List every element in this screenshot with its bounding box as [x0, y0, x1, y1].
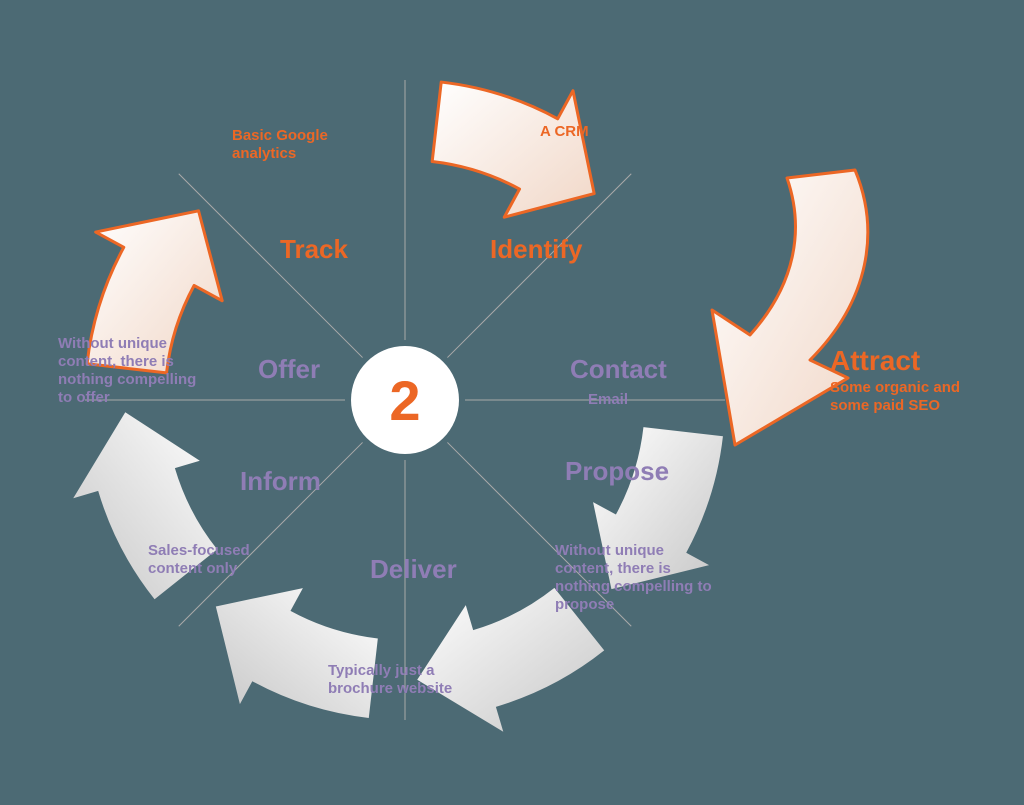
- section-sublabel-contact: Email: [588, 391, 628, 408]
- section-label-propose: Propose: [565, 456, 669, 486]
- section-label-contact: Contact: [570, 354, 667, 384]
- section-label-identify: Identify: [490, 234, 583, 264]
- section-annotation-identify: A CRM: [540, 123, 589, 140]
- external-label-attract: Attract: [830, 345, 920, 376]
- section-annotation-offer: Without uniquecontent, there isnothing c…: [58, 335, 196, 406]
- section-annotation-track: Basic Googleanalytics: [232, 127, 328, 162]
- section-label-inform: Inform: [240, 466, 321, 496]
- section-annotation-propose: Without uniquecontent, there isnothing c…: [555, 542, 712, 613]
- center-number: 2: [389, 369, 420, 432]
- section-annotation-inform: Sales-focusedcontent only: [148, 542, 250, 577]
- section-label-offer: Offer: [258, 354, 320, 384]
- cycle-diagram: 2 Identify A CRM Contact Email Propose Without…: [0, 0, 1024, 805]
- arrow-identify: [432, 82, 594, 217]
- section-annotation-deliver: Typically just abrochure website: [328, 662, 452, 697]
- section-label-track: Track: [280, 234, 348, 264]
- external-annotation-attract: Some organic andsome paid SEO: [830, 379, 960, 414]
- section-label-deliver: Deliver: [370, 554, 457, 584]
- arrow-inform: [216, 588, 378, 718]
